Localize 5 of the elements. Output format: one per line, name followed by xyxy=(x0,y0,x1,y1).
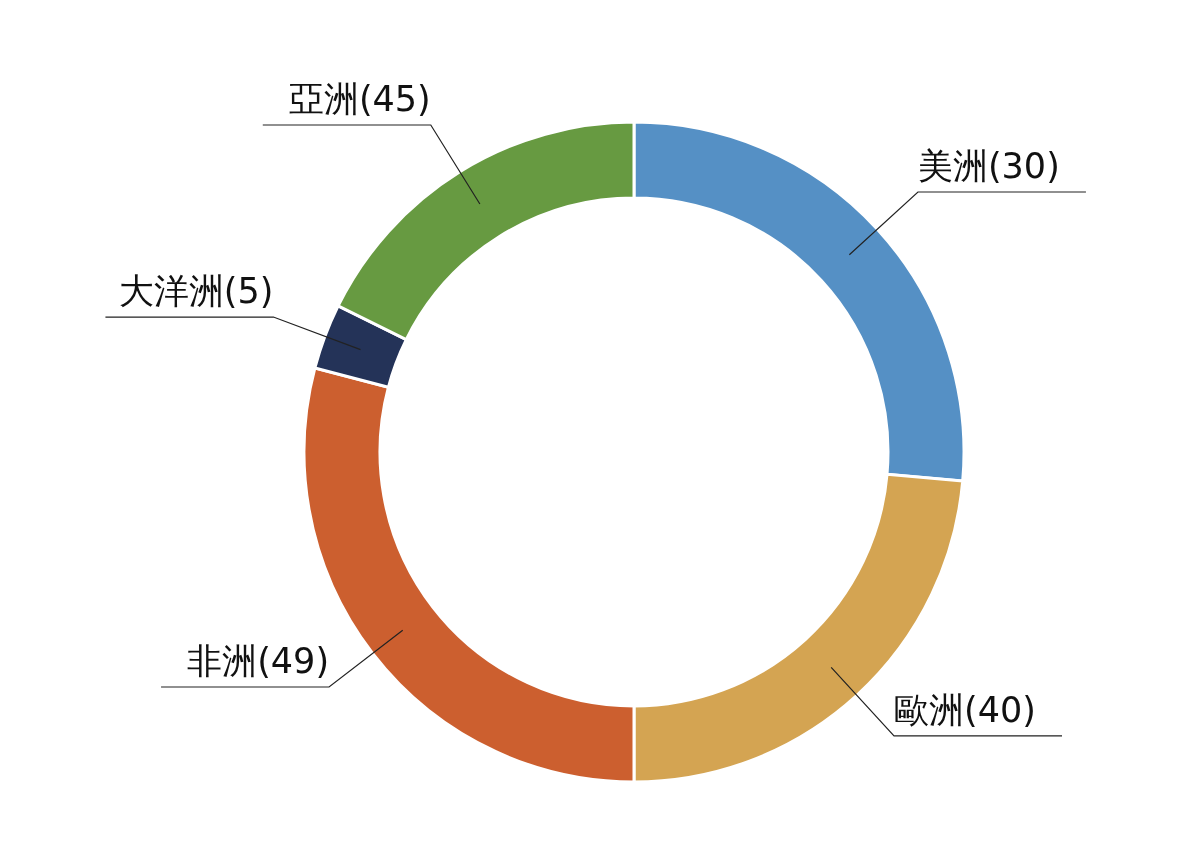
slice-label: 大洋洲(5) xyxy=(118,271,274,312)
slice-label: 歐洲(40) xyxy=(894,689,1036,730)
slice-label: 美洲(30) xyxy=(917,146,1060,186)
slice-label: 非洲(49) xyxy=(187,641,330,682)
slice-label: 亞洲(45) xyxy=(288,79,431,119)
